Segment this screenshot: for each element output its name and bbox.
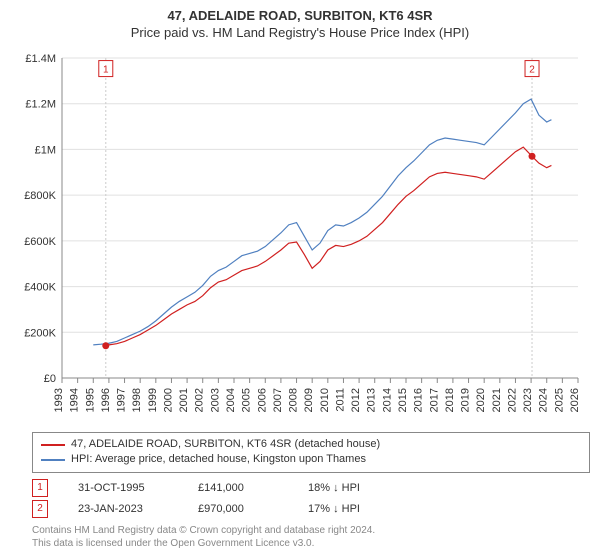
svg-text:£400K: £400K — [24, 282, 56, 294]
svg-text:1998: 1998 — [131, 388, 143, 412]
legend-label: HPI: Average price, detached house, King… — [71, 452, 366, 467]
svg-text:2008: 2008 — [288, 388, 300, 412]
chart-container: 47, ADELAIDE ROAD, SURBITON, KT6 4SR Pri… — [0, 0, 600, 560]
svg-text:1997: 1997 — [116, 388, 128, 412]
line-chart: £0 £200K £400K £600K £800K £1M £1.2M £1.4M 1993 1… — [12, 48, 588, 428]
sale-marker: 1 — [32, 479, 48, 497]
svg-text:2013: 2013 — [366, 388, 378, 412]
svg-text:£1.4M: £1.4M — [25, 53, 56, 65]
legend-color-swatch — [41, 459, 65, 461]
sale-date: 31-OCT-1995 — [78, 482, 168, 494]
legend-item: HPI: Average price, detached house, King… — [41, 452, 581, 467]
svg-text:£200K: £200K — [24, 327, 56, 339]
legend-item: 47, ADELAIDE ROAD, SURBITON, KT6 4SR (de… — [41, 437, 581, 452]
svg-text:2012: 2012 — [350, 388, 362, 412]
title-sub: Price paid vs. HM Land Registry's House … — [12, 25, 588, 40]
svg-text:£600K: £600K — [24, 236, 56, 248]
sale-row: 1 31-OCT-1995 £141,000 18% ↓ HPI — [32, 479, 588, 497]
svg-text:£800K: £800K — [24, 190, 56, 202]
svg-text:2021: 2021 — [491, 388, 503, 412]
sale-marker: 2 — [32, 500, 48, 518]
svg-text:2016: 2016 — [413, 388, 425, 412]
svg-text:2: 2 — [529, 65, 535, 76]
sale-date: 23-JAN-2023 — [78, 503, 168, 515]
svg-text:2005: 2005 — [241, 388, 253, 412]
svg-text:2003: 2003 — [209, 388, 221, 412]
footer-line-1: Contains HM Land Registry data © Crown c… — [32, 524, 588, 537]
sale-row: 2 23-JAN-2023 £970,000 17% ↓ HPI — [32, 500, 588, 518]
svg-text:2006: 2006 — [256, 388, 268, 412]
svg-text:2002: 2002 — [194, 388, 206, 412]
svg-text:1993: 1993 — [53, 388, 65, 412]
svg-text:2004: 2004 — [225, 388, 237, 412]
legend-color-swatch — [41, 444, 65, 446]
svg-text:2024: 2024 — [538, 388, 550, 412]
footer-attribution: Contains HM Land Registry data © Crown c… — [32, 524, 588, 550]
sale-vs-hpi: 17% ↓ HPI — [308, 503, 388, 515]
svg-text:2018: 2018 — [444, 388, 456, 412]
chart-area: £0 £200K £400K £600K £800K £1M £1.2M £1.4M 1993 1… — [12, 48, 588, 428]
svg-text:2007: 2007 — [272, 388, 284, 412]
svg-text:2020: 2020 — [475, 388, 487, 412]
svg-text:1995: 1995 — [84, 388, 96, 412]
svg-text:2023: 2023 — [522, 388, 534, 412]
svg-text:£1M: £1M — [35, 144, 56, 156]
svg-text:1994: 1994 — [69, 388, 81, 412]
svg-text:£0: £0 — [44, 373, 56, 385]
sale-price: £970,000 — [198, 503, 278, 515]
svg-text:2017: 2017 — [428, 388, 440, 412]
svg-text:2000: 2000 — [162, 388, 174, 412]
svg-text:2011: 2011 — [334, 388, 346, 412]
svg-text:1996: 1996 — [100, 388, 112, 412]
sale-price: £141,000 — [198, 482, 278, 494]
svg-text:1999: 1999 — [147, 388, 159, 412]
svg-text:2026: 2026 — [569, 388, 581, 412]
legend-label: 47, ADELAIDE ROAD, SURBITON, KT6 4SR (de… — [71, 437, 380, 452]
legend-box: 47, ADELAIDE ROAD, SURBITON, KT6 4SR (de… — [32, 432, 590, 473]
svg-text:2019: 2019 — [460, 388, 472, 412]
svg-text:2009: 2009 — [303, 388, 315, 412]
sale-vs-hpi: 18% ↓ HPI — [308, 482, 388, 494]
svg-text:2014: 2014 — [381, 388, 393, 412]
title-main: 47, ADELAIDE ROAD, SURBITON, KT6 4SR — [12, 8, 588, 23]
svg-text:2001: 2001 — [178, 388, 190, 412]
sales-table: 1 31-OCT-1995 £141,000 18% ↓ HPI 2 23-JAN-202… — [32, 479, 588, 518]
svg-text:£1.2M: £1.2M — [25, 99, 56, 111]
svg-text:2022: 2022 — [506, 388, 518, 412]
svg-text:2025: 2025 — [553, 388, 565, 412]
svg-text:2015: 2015 — [397, 388, 409, 412]
svg-text:1: 1 — [103, 65, 109, 76]
footer-line-2: This data is licensed under the Open Gov… — [32, 537, 588, 550]
svg-text:2010: 2010 — [319, 388, 331, 412]
